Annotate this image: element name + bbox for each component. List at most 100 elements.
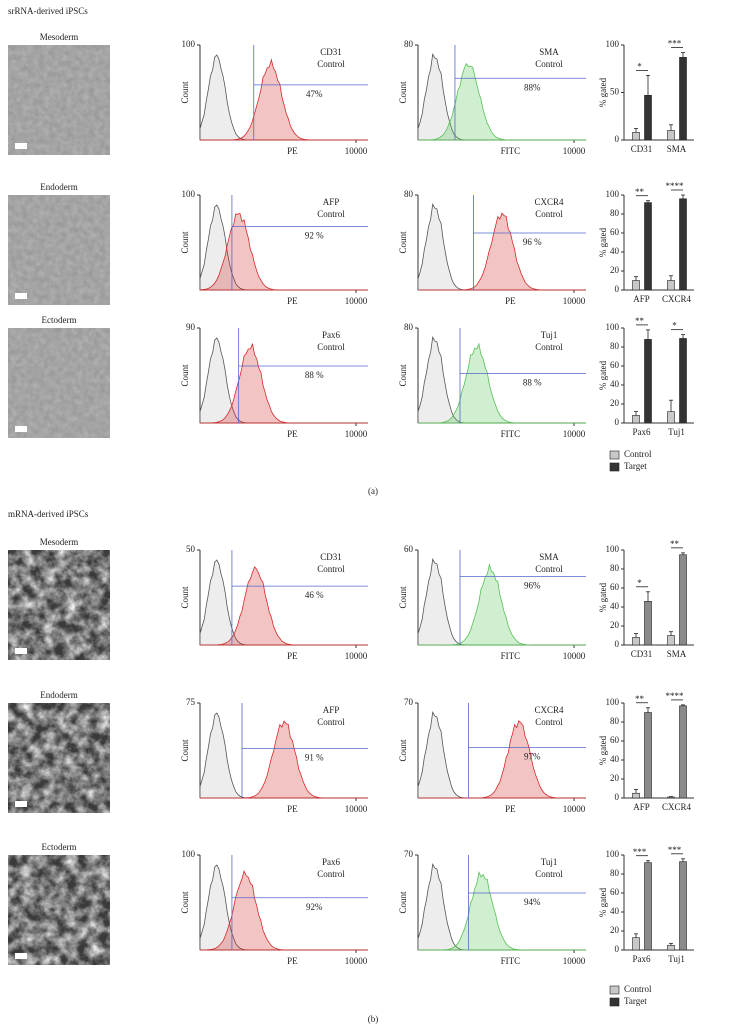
layer-label: Mesoderm [40, 32, 79, 42]
y-axis-label: Count [180, 364, 190, 387]
marker-label: Tuj1 [541, 857, 558, 867]
x-axis-label: PE [287, 956, 298, 966]
significance-stars: * [672, 321, 677, 331]
y-tick-label: 50 [186, 544, 196, 554]
x-tick-label: CXCR4 [662, 294, 692, 304]
y-tick-label: 80 [404, 189, 414, 199]
legend-label: Control [624, 449, 652, 459]
scale-bar [15, 293, 27, 299]
y-axis-label: % gated [598, 227, 608, 257]
y-tick-label: 80 [404, 322, 414, 332]
panel-label: (a) [368, 486, 378, 496]
target-histogram [200, 720, 368, 799]
marker-label: CD31 [320, 47, 342, 57]
layer-label: Ectoderm [42, 315, 77, 325]
y-tick-label: 40 [610, 754, 620, 764]
control-label: Control [317, 564, 345, 574]
target-histogram [199, 212, 368, 291]
y-tick-label: 0 [615, 417, 620, 427]
y-tick-label: 80 [610, 868, 620, 878]
y-tick-label: 40 [610, 906, 620, 916]
y-axis-label: Count [398, 231, 408, 254]
x-tick-label: 10000 [563, 296, 586, 306]
x-tick-label: SMA [667, 144, 687, 154]
control-label: Control [535, 564, 563, 574]
target-bar [644, 600, 652, 646]
target-histogram [418, 563, 586, 646]
significance-stars: *** [668, 39, 682, 49]
scale-bar [15, 953, 27, 959]
x-tick-label: 10000 [345, 651, 368, 661]
y-tick-label: 60 [610, 582, 620, 592]
control-label: Control [317, 869, 345, 879]
micrograph-texture [8, 45, 110, 155]
marker-label: Pax6 [322, 857, 341, 867]
x-axis-label: PE [287, 429, 298, 439]
y-axis-label: % gated [598, 582, 608, 612]
significance-stars: **** [666, 181, 685, 191]
x-axis-label: PE [287, 146, 298, 156]
control-bar [667, 130, 675, 141]
layer-label: Endoderm [40, 182, 78, 192]
y-axis-label: Count [398, 81, 408, 104]
x-tick-label: Tuj1 [668, 954, 685, 964]
marker-label: CXCR4 [535, 197, 565, 207]
x-tick-label: 10000 [345, 956, 368, 966]
target-bar [679, 554, 687, 646]
y-tick-label: 100 [182, 189, 196, 199]
marker-label: Pax6 [322, 330, 341, 340]
legend-label: Control [624, 984, 652, 994]
target-histogram [200, 869, 368, 951]
y-axis-label: Count [180, 81, 190, 104]
y-tick-label: 100 [606, 39, 620, 49]
control-label: Control [317, 209, 345, 219]
y-tick-label: 100 [606, 322, 620, 332]
x-tick-label: 10000 [345, 804, 368, 814]
legend-label: Target [624, 461, 647, 471]
significance-stars: ** [670, 539, 680, 549]
panel-label: (b) [368, 1014, 379, 1024]
significance-stars: * [637, 578, 642, 588]
marker-label: SMA [539, 47, 559, 57]
significance-stars: *** [668, 845, 682, 855]
y-tick-label: 80 [610, 341, 620, 351]
y-axis-label: Count [180, 231, 190, 254]
control-label: Control [317, 717, 345, 727]
y-tick-label: 80 [404, 39, 414, 49]
layer-label: Ectoderm [42, 842, 77, 852]
scale-bar [15, 426, 27, 432]
y-axis-label: Count [398, 586, 408, 609]
target-bar [644, 339, 652, 424]
percent-gated: 88% [524, 82, 541, 92]
x-tick-label: 10000 [345, 429, 368, 439]
target-bar [644, 95, 652, 141]
control-bar [667, 944, 675, 951]
y-axis-label: Count [180, 891, 190, 914]
x-tick-label: Tuj1 [668, 427, 685, 437]
significance-stars: ** [635, 187, 645, 197]
significance-stars: **** [666, 691, 685, 701]
y-tick-label: 20 [610, 620, 620, 630]
y-axis-label: Count [398, 739, 408, 762]
control-bar [667, 796, 675, 799]
micrograph-texture [8, 550, 110, 660]
y-tick-label: 20 [610, 773, 620, 783]
percent-gated: 88 % [305, 370, 324, 380]
y-tick-label: 60 [610, 227, 620, 237]
scale-bar [15, 143, 27, 149]
significance-stars: ** [635, 316, 645, 326]
y-tick-label: 40 [610, 246, 620, 256]
control-label: Control [535, 717, 563, 727]
target-histogram [200, 342, 368, 424]
x-tick-label: CD31 [631, 649, 653, 659]
y-tick-label: 0 [615, 284, 620, 294]
target-bar [679, 338, 687, 424]
percent-gated: 88 % [523, 378, 542, 388]
x-axis-label: PE [505, 296, 516, 306]
y-tick-label: 100 [606, 544, 620, 554]
target-histogram [200, 58, 368, 141]
y-tick-label: 60 [610, 360, 620, 370]
x-tick-label: AFP [633, 294, 650, 304]
target-histogram [418, 212, 586, 291]
